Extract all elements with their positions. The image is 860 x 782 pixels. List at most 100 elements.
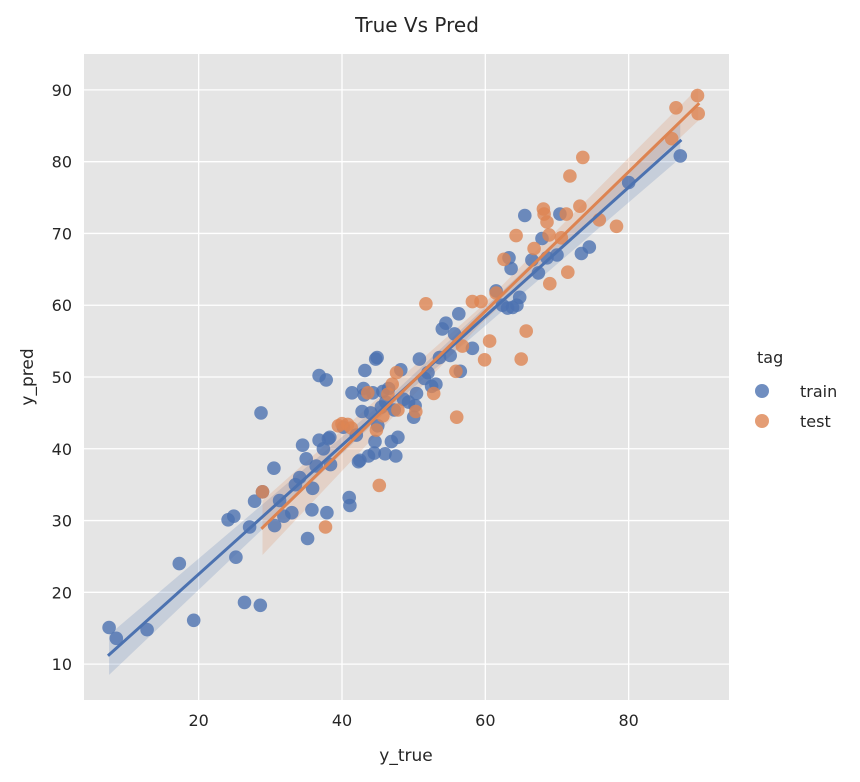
point-test [519, 324, 533, 338]
y-tick-label: 70 [52, 224, 72, 243]
point-train [582, 240, 597, 254]
chart-title: True Vs Pred [354, 13, 479, 37]
point-train [367, 446, 382, 460]
data-points [102, 88, 705, 646]
point-train [300, 531, 315, 546]
point-train [295, 438, 310, 453]
point-train [285, 505, 299, 520]
point-train [409, 386, 424, 401]
point-train [299, 452, 314, 466]
point-test [455, 339, 470, 353]
point-test [497, 252, 511, 267]
point-train [109, 631, 124, 646]
y-tick-label: 40 [52, 440, 72, 459]
point-train [186, 613, 201, 628]
point-train [253, 598, 268, 613]
point-test [543, 276, 557, 291]
point-train [345, 386, 359, 400]
y-tick-label: 30 [52, 512, 72, 531]
point-test [391, 403, 405, 417]
legend: tag train test [755, 348, 837, 431]
point-test [344, 421, 359, 435]
x-tick-label: 60 [475, 711, 495, 730]
point-train [343, 498, 357, 513]
y-tick-label: 50 [52, 368, 72, 387]
point-test [318, 520, 333, 534]
point-train [309, 459, 324, 473]
point-train [370, 350, 384, 365]
point-train [305, 481, 320, 496]
y-tick-label: 90 [52, 81, 72, 100]
point-train [247, 494, 262, 509]
point-train [227, 509, 241, 523]
tick-labels: 20 40 60 80 10 20 30 40 50 60 70 80 90 [52, 81, 639, 730]
point-train [237, 595, 252, 610]
point-test [540, 215, 554, 229]
point-test [690, 88, 705, 103]
regression-line-test [260, 102, 701, 530]
point-test [669, 101, 683, 115]
point-train [389, 449, 403, 463]
x-tick-label: 80 [618, 711, 638, 730]
point-train [254, 406, 268, 420]
point-train [316, 442, 331, 456]
point-train [140, 622, 154, 637]
point-test [527, 241, 541, 256]
point-test [514, 352, 528, 366]
point-train [267, 518, 282, 533]
point-train [319, 373, 334, 387]
point-train [550, 248, 564, 262]
point-test [449, 410, 464, 425]
point-test [409, 404, 423, 419]
point-train [391, 430, 405, 445]
point-train [172, 556, 187, 571]
point-train [673, 149, 688, 163]
y-tick-label: 20 [52, 583, 72, 602]
point-train [504, 261, 518, 276]
point-test [559, 207, 574, 221]
point-test [474, 294, 488, 309]
regression-lines [106, 102, 701, 657]
point-train [102, 620, 116, 635]
point-test [482, 334, 497, 348]
legend-label-train: train [800, 382, 837, 401]
x-tick-label: 20 [188, 711, 208, 730]
point-test [691, 106, 705, 121]
point-test [509, 228, 523, 243]
grid [84, 54, 729, 700]
point-test [372, 478, 387, 493]
x-axis-label: y_true [379, 746, 432, 766]
point-train [305, 503, 319, 517]
point-test [561, 265, 575, 280]
point-train [512, 290, 527, 305]
x-tick-label: 40 [332, 711, 352, 730]
point-train [267, 461, 281, 476]
point-train [531, 266, 546, 280]
legend-title: tag [757, 348, 783, 367]
point-test [576, 150, 590, 165]
point-train [320, 505, 334, 520]
point-test [542, 228, 556, 242]
point-train [368, 434, 382, 449]
point-test [419, 297, 433, 311]
point-train [518, 208, 532, 223]
point-train [412, 352, 427, 366]
point-test [573, 199, 587, 213]
y-tick-label: 80 [52, 153, 72, 172]
y-axis-label: y_pred [18, 348, 38, 405]
legend-marker-test [755, 414, 769, 428]
legend-marker-train [755, 384, 769, 398]
point-train [452, 307, 466, 321]
point-train [378, 447, 392, 461]
point-test [609, 219, 624, 234]
point-test [426, 386, 441, 401]
point-test [385, 377, 400, 392]
point-test [477, 353, 492, 367]
point-test [361, 386, 375, 400]
point-test [369, 423, 384, 437]
point-test [449, 364, 463, 379]
point-train [439, 316, 453, 331]
point-test [389, 365, 404, 380]
point-train [323, 430, 337, 445]
